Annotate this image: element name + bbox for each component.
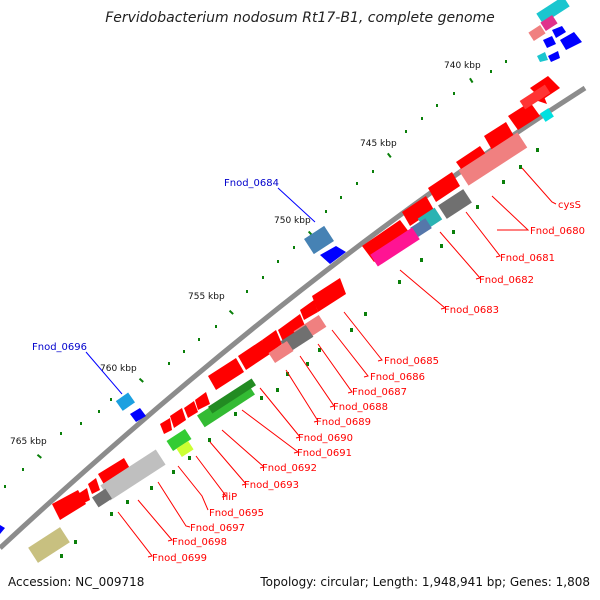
label-Fnod_0685: Fnod_0685	[384, 356, 439, 367]
plus-strand-features	[0, 0, 582, 534]
leader-lines-blue	[85, 187, 316, 395]
map-title: Fervidobacterium nodosum Rt17-B1, comple…	[105, 10, 495, 26]
label-Fnod_0684: Fnod_0684	[224, 178, 279, 189]
label-Fnod_0680: Fnod_0680	[530, 226, 585, 237]
gene-arrow-Fnod_0684	[320, 246, 346, 264]
tick-label-745: 745 kbp	[360, 139, 397, 149]
genome-summary-text: Topology: circular; Length: 1,948,941 bp…	[259, 575, 590, 589]
label-Fnod_0687: Fnod_0687	[352, 387, 407, 398]
plus-gene-arrow	[537, 52, 548, 62]
label-Fnod_0693: Fnod_0693	[244, 480, 299, 491]
minor-tick-dots-inner	[60, 148, 539, 558]
feature-0684-block	[304, 225, 334, 255]
label-Fnod_0697: Fnod_0697	[190, 523, 245, 534]
feature-block-pink	[528, 24, 546, 42]
feature-block-cyan	[536, 0, 570, 24]
label-Fnod_0682: Fnod_0682	[479, 275, 534, 286]
label-Fnod_0689: Fnod_0689	[316, 417, 371, 428]
tick-label-750: 750 kbp	[274, 216, 311, 226]
label-Fnod_0683: Fnod_0683	[444, 305, 499, 316]
feature-0696-block	[115, 392, 135, 411]
label-Fnod_0688: Fnod_0688	[333, 402, 388, 413]
tick-label-755: 755 kbp	[188, 292, 225, 302]
minor-tick-dots-outer	[4, 60, 507, 488]
label-Fnod_0695: Fnod_0695	[209, 508, 264, 519]
tick-markers	[36, 77, 474, 459]
label-Fnod_0681: Fnod_0681	[500, 253, 555, 264]
plus-gene-arrow	[552, 26, 566, 38]
label-fliP: fliP	[222, 492, 237, 503]
feature-blocks	[28, 84, 554, 563]
label-Fnod_0699: Fnod_0699	[152, 553, 207, 564]
plus-gene-arrow	[560, 32, 582, 50]
tick-label-740: 740 kbp	[444, 61, 481, 71]
label-Fnod_0692: Fnod_0692	[262, 463, 317, 474]
label-cysS: cysS	[558, 200, 581, 211]
label-Fnod_0691: Fnod_0691	[297, 448, 352, 459]
tick-label-760: 760 kbp	[100, 364, 137, 374]
label-Fnod_0698: Fnod_0698	[172, 537, 227, 548]
feature-block-magenta	[540, 14, 558, 32]
plus-gene-arrow-edge	[0, 525, 5, 534]
gene-arrow-Fnod_0696	[130, 408, 146, 422]
tick-label-765: 765 kbp	[10, 437, 47, 447]
accession-text: Accession: NC_009718	[8, 575, 144, 589]
plus-gene-arrow	[543, 36, 556, 48]
label-Fnod_0686: Fnod_0686	[370, 372, 425, 383]
label-Fnod_0690: Fnod_0690	[298, 433, 353, 444]
leader-lines	[117, 167, 557, 558]
plus-gene-arrow	[548, 51, 560, 62]
label-Fnod_0696: Fnod_0696	[32, 342, 87, 353]
